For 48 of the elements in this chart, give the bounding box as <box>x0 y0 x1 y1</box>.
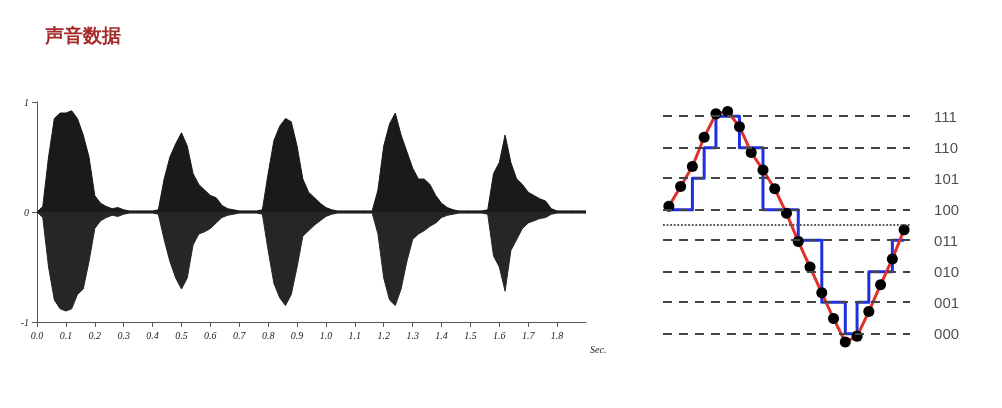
point <box>733 121 745 133</box>
x-tick-label: 1.7 <box>521 329 536 341</box>
point <box>781 207 792 219</box>
x-tick-label: 1.3 <box>406 329 419 341</box>
point <box>886 253 898 265</box>
point <box>863 306 875 318</box>
x-tick-label: 0.8 <box>261 329 275 341</box>
text: 010 <box>934 263 960 281</box>
x-tick-label: 1.6 <box>493 329 506 341</box>
point <box>745 146 757 158</box>
x-tick-label: 0.5 <box>175 329 188 341</box>
x-tick-label: 1.0 <box>319 329 333 341</box>
x-tick-label: 0.4 <box>146 329 159 341</box>
chart-title: 声音数据 <box>44 23 121 46</box>
x-tick-label: 1.1 <box>348 329 362 341</box>
y-tick-label: 0 <box>24 206 29 218</box>
point <box>816 287 828 299</box>
x-tick-label: 0.6 <box>204 329 217 341</box>
point <box>769 183 781 195</box>
point <box>757 164 769 176</box>
text: 001 <box>934 293 960 311</box>
x-axis-title: Sec. <box>590 343 607 355</box>
point <box>875 279 887 291</box>
y-tick-label: -1 <box>20 316 29 328</box>
text: 101 <box>934 169 960 187</box>
point <box>839 336 851 348</box>
point <box>686 161 698 173</box>
x-tick-label: 1.8 <box>550 329 564 341</box>
text: 100 <box>934 201 960 219</box>
x-tick-label: 1.2 <box>377 329 390 341</box>
point <box>722 106 734 118</box>
point <box>698 131 710 143</box>
point <box>828 313 840 325</box>
x-tick-label: 0.0 <box>30 329 44 341</box>
text: 011 <box>934 231 959 249</box>
text: 000 <box>934 325 960 343</box>
text: 110 <box>934 139 959 157</box>
text: 111 <box>934 107 957 125</box>
x-tick-label: 0.2 <box>88 329 102 341</box>
y-tick-label: 1 <box>24 96 29 108</box>
x-tick-label: 1.4 <box>435 329 448 341</box>
x-tick-label: 0.9 <box>290 329 304 341</box>
x-tick-label: 0.7 <box>233 329 247 341</box>
point <box>898 224 910 236</box>
x-tick-label: 0.3 <box>117 329 130 341</box>
x-tick-label: 0.1 <box>59 329 73 341</box>
point <box>675 180 687 192</box>
x-tick-label: 1.5 <box>464 329 477 341</box>
